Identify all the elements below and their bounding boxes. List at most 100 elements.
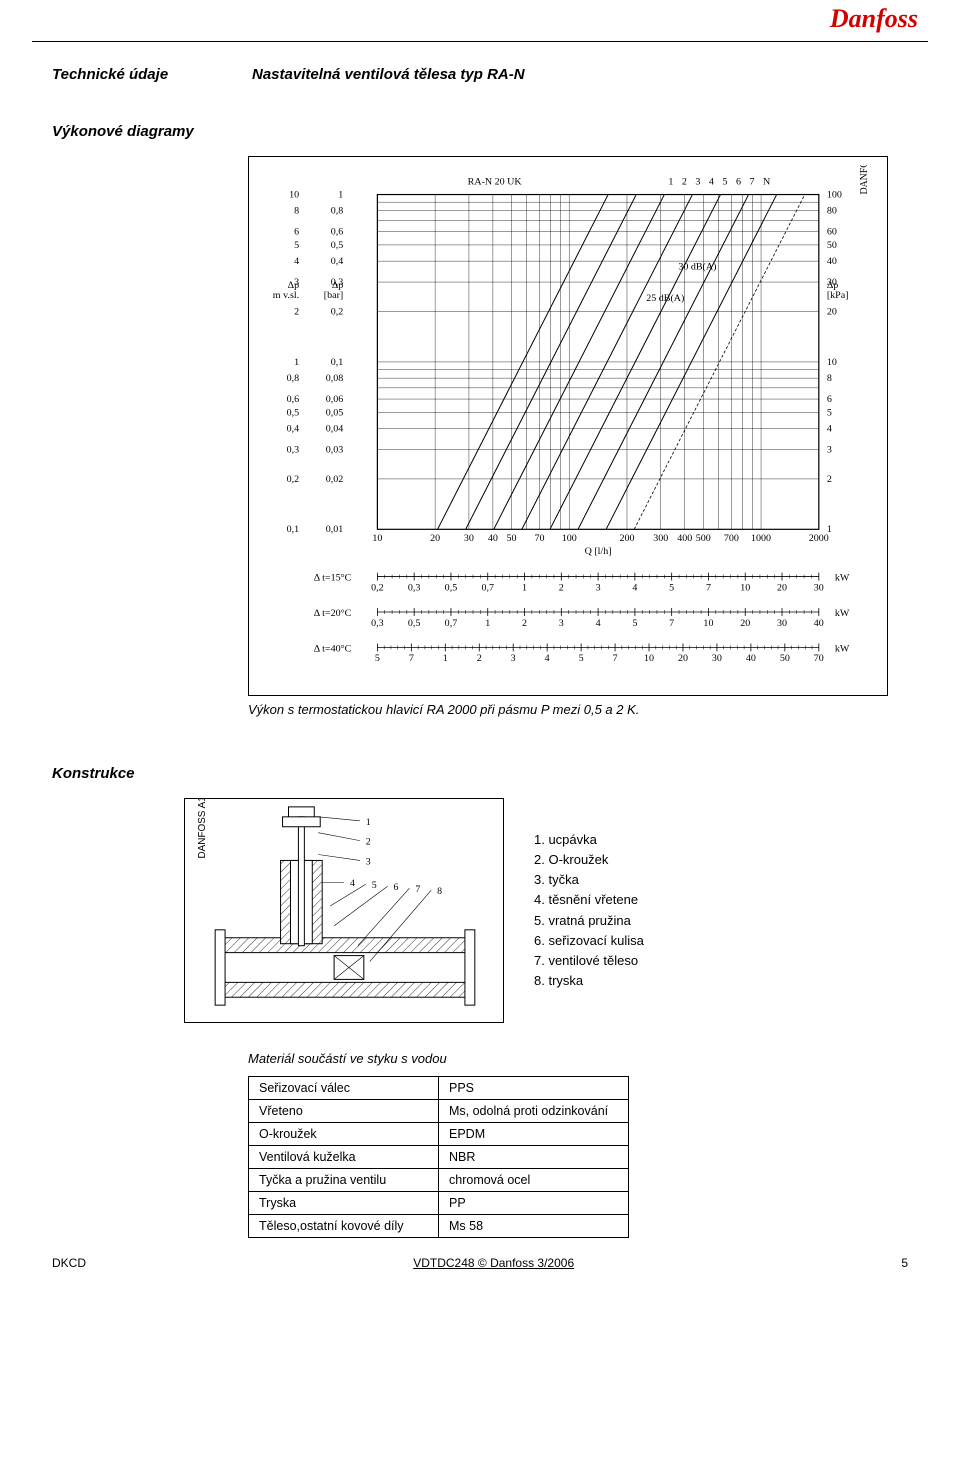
svg-text:[bar]: [bar] xyxy=(324,290,343,301)
svg-text:20: 20 xyxy=(777,582,787,593)
svg-text:4: 4 xyxy=(294,256,299,267)
svg-text:10: 10 xyxy=(703,618,713,629)
svg-text:80: 80 xyxy=(827,206,837,217)
svg-text:0,2: 0,2 xyxy=(331,307,344,318)
svg-text:0,06: 0,06 xyxy=(326,394,344,405)
construction-legend-item: 7. ventilové těleso xyxy=(534,951,644,971)
svg-text:20: 20 xyxy=(740,618,750,629)
svg-text:0,6: 0,6 xyxy=(287,394,300,405)
svg-text:0,03: 0,03 xyxy=(326,444,344,455)
construction-legend-item: 3. tyčka xyxy=(534,870,644,890)
svg-text:3: 3 xyxy=(511,653,516,664)
svg-text:DANFOSS A13G257.15.11.04.12: DANFOSS A13G257.15.11.04.12 xyxy=(859,165,870,195)
svg-text:0,8: 0,8 xyxy=(287,373,300,384)
chart-caption: Výkon s termostatickou hlavicí RA 2000 p… xyxy=(248,702,908,717)
table-row: Ventilová kuželkaNBR xyxy=(249,1146,629,1169)
construction-legend: 1. ucpávka2. O-kroužek3. tyčka4. těsnění… xyxy=(534,830,644,991)
svg-text:0,2: 0,2 xyxy=(371,582,384,593)
materials-heading: Materiál součástí ve styku s vodou xyxy=(248,1051,908,1066)
svg-text:20: 20 xyxy=(827,307,837,318)
svg-text:30: 30 xyxy=(777,618,787,629)
svg-text:2: 2 xyxy=(522,618,527,629)
svg-text:0,5: 0,5 xyxy=(445,582,458,593)
svg-text:0,3: 0,3 xyxy=(408,582,421,593)
svg-text:10: 10 xyxy=(289,190,299,201)
svg-text:4: 4 xyxy=(827,424,832,435)
svg-text:2: 2 xyxy=(366,837,371,848)
svg-text:3: 3 xyxy=(366,856,371,867)
svg-text:10: 10 xyxy=(644,653,654,664)
svg-text:kW: kW xyxy=(835,643,850,654)
construction-legend-item: 4. těsnění vřetene xyxy=(534,890,644,910)
table-cell: PPS xyxy=(439,1077,629,1100)
construction-legend-item: 6. seřizovací kulisa xyxy=(534,931,644,951)
svg-text:0,5: 0,5 xyxy=(287,407,300,418)
svg-text:0,3: 0,3 xyxy=(371,618,384,629)
svg-text:400: 400 xyxy=(677,533,692,544)
svg-text:RA-N 20 UK: RA-N 20 UK xyxy=(468,177,523,188)
table-cell: O-kroužek xyxy=(249,1123,439,1146)
svg-text:3: 3 xyxy=(596,582,601,593)
section-performance-diagrams: Výkonové diagramy xyxy=(52,123,908,140)
svg-text:1: 1 xyxy=(366,817,371,828)
svg-text:7: 7 xyxy=(706,582,711,593)
table-cell: EPDM xyxy=(439,1123,629,1146)
svg-text:1 2 3 4 5 6 7 N: 1 2 3 4 5 6 7 N xyxy=(668,177,773,188)
svg-text:7: 7 xyxy=(409,653,414,664)
svg-text:70: 70 xyxy=(814,653,824,664)
performance-chart: RA-N 20 UK1 2 3 4 5 6 7 N30 dB(A)25 dB(A… xyxy=(257,165,879,677)
construction-drawing-frame: DANFOSS A1301096.10.1412345678 xyxy=(184,798,504,1023)
svg-text:2: 2 xyxy=(827,474,832,485)
svg-text:30: 30 xyxy=(712,653,722,664)
svg-text:10: 10 xyxy=(372,533,382,544)
brand-logo: Danfoss xyxy=(830,4,918,34)
svg-text:5: 5 xyxy=(375,653,380,664)
table-cell: Tryska xyxy=(249,1192,439,1215)
svg-text:100: 100 xyxy=(562,533,577,544)
svg-text:8: 8 xyxy=(294,206,299,217)
svg-text:0,8: 0,8 xyxy=(331,206,344,217)
svg-text:1: 1 xyxy=(827,524,832,535)
svg-text:300: 300 xyxy=(653,533,668,544)
svg-text:1: 1 xyxy=(443,653,448,664)
svg-text:0,08: 0,08 xyxy=(326,373,344,384)
svg-text:0,1: 0,1 xyxy=(331,357,344,368)
table-row: TryskaPP xyxy=(249,1192,629,1215)
svg-text:5: 5 xyxy=(372,880,377,891)
svg-text:500: 500 xyxy=(696,533,711,544)
svg-text:2: 2 xyxy=(294,307,299,318)
svg-text:10: 10 xyxy=(827,357,837,368)
svg-text:0,3: 0,3 xyxy=(287,444,300,455)
svg-text:0,7: 0,7 xyxy=(445,618,458,629)
table-row: Těleso,ostatní kovové dílyMs 58 xyxy=(249,1215,629,1238)
svg-text:1000: 1000 xyxy=(751,533,771,544)
svg-text:Δ t=15°C: Δ t=15°C xyxy=(314,573,352,584)
svg-text:7: 7 xyxy=(613,653,618,664)
svg-text:7: 7 xyxy=(669,618,674,629)
svg-text:5: 5 xyxy=(827,407,832,418)
table-cell: PP xyxy=(439,1192,629,1215)
page-section-label: Technické údaje xyxy=(52,66,252,83)
svg-text:6: 6 xyxy=(827,394,832,405)
svg-text:50: 50 xyxy=(506,533,516,544)
svg-text:200: 200 xyxy=(619,533,634,544)
svg-text:20: 20 xyxy=(430,533,440,544)
svg-text:1: 1 xyxy=(522,582,527,593)
table-cell: Těleso,ostatní kovové díly xyxy=(249,1215,439,1238)
footer-left: DKCD xyxy=(52,1256,86,1270)
page-title: Nastavitelná ventilová tělesa typ RA-N xyxy=(252,66,525,83)
svg-text:70: 70 xyxy=(534,533,544,544)
svg-text:5: 5 xyxy=(579,653,584,664)
table-cell: Tyčka a pružina ventilu xyxy=(249,1169,439,1192)
svg-text:60: 60 xyxy=(827,227,837,238)
table-cell: Ventilová kuželka xyxy=(249,1146,439,1169)
svg-text:5: 5 xyxy=(632,618,637,629)
svg-text:2: 2 xyxy=(477,653,482,664)
svg-text:100: 100 xyxy=(827,190,842,201)
svg-text:0,5: 0,5 xyxy=(408,618,421,629)
svg-text:0,2: 0,2 xyxy=(287,474,300,485)
svg-text:2: 2 xyxy=(559,582,564,593)
svg-text:40: 40 xyxy=(827,256,837,267)
svg-text:0,1: 0,1 xyxy=(287,524,300,535)
svg-text:kW: kW xyxy=(835,573,850,584)
